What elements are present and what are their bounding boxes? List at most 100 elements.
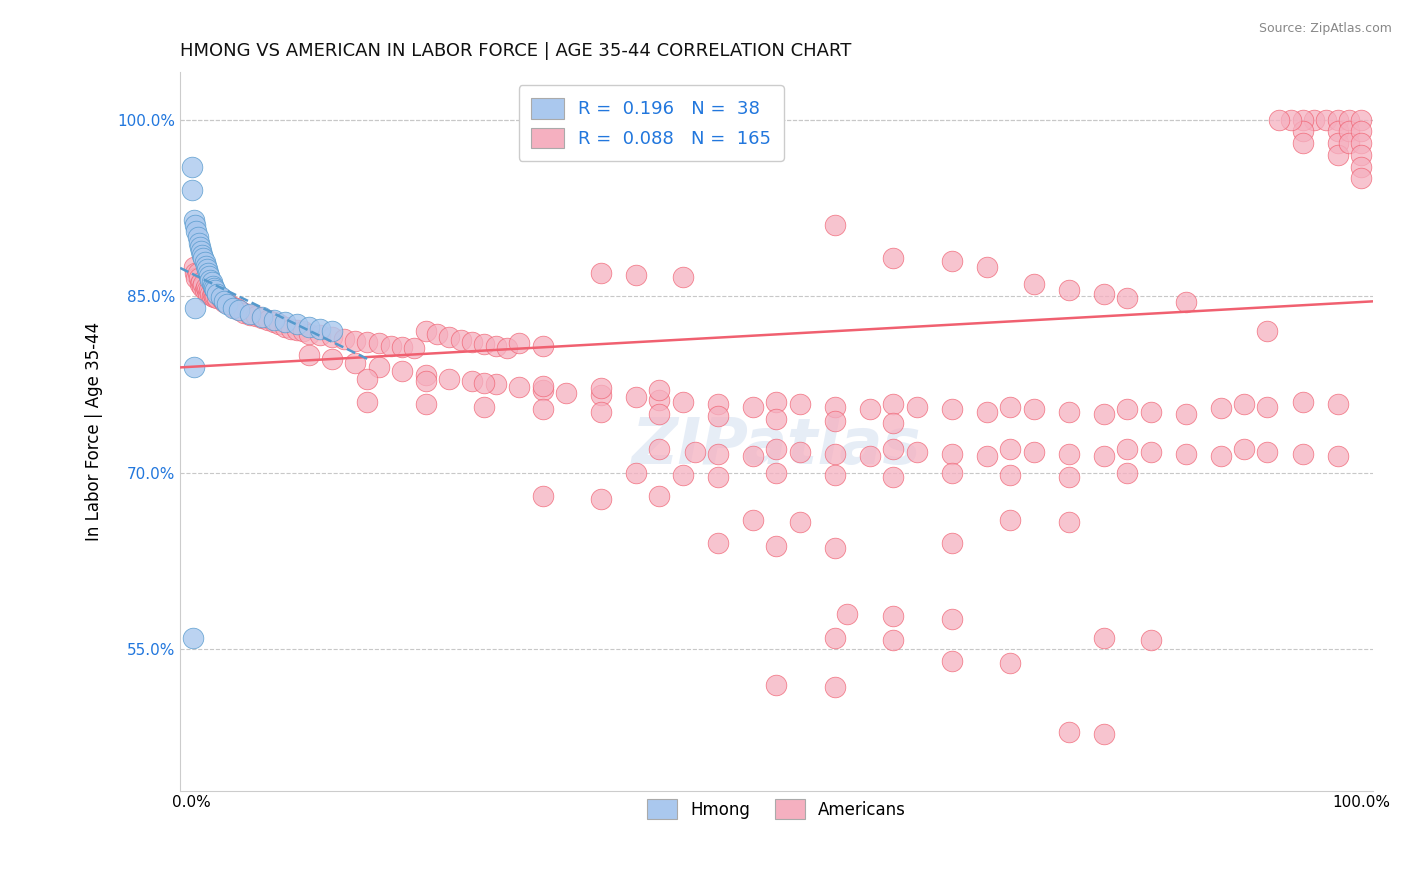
- Point: [298, 348, 321, 362]
- Point: [190, 275, 212, 289]
- Point: [1291, 447, 1313, 461]
- Point: [221, 300, 243, 314]
- Point: [824, 680, 846, 694]
- Point: [882, 470, 904, 484]
- Point: [882, 417, 904, 431]
- Point: [472, 376, 495, 391]
- Point: [624, 268, 647, 282]
- Point: [193, 252, 215, 266]
- Point: [461, 334, 484, 349]
- Point: [415, 368, 437, 382]
- Point: [274, 315, 297, 329]
- Point: [391, 364, 413, 378]
- Point: [1256, 444, 1278, 458]
- Point: [285, 323, 308, 337]
- Point: [1000, 513, 1022, 527]
- Point: [1057, 470, 1080, 484]
- Point: [184, 219, 207, 233]
- Point: [941, 402, 963, 417]
- Point: [1326, 449, 1348, 463]
- Point: [204, 283, 226, 297]
- Point: [332, 331, 354, 345]
- Point: [402, 341, 425, 355]
- Point: [298, 326, 321, 341]
- Point: [191, 248, 214, 262]
- Point: [824, 219, 846, 233]
- Point: [589, 381, 612, 395]
- Point: [1057, 283, 1080, 297]
- Point: [187, 271, 209, 285]
- Point: [624, 390, 647, 404]
- Point: [415, 374, 437, 388]
- Point: [344, 334, 367, 348]
- Point: [391, 340, 413, 354]
- Point: [905, 444, 928, 458]
- Point: [256, 312, 278, 326]
- Point: [859, 402, 882, 417]
- Point: [683, 444, 706, 458]
- Point: [941, 654, 963, 668]
- Point: [1092, 286, 1115, 301]
- Point: [321, 325, 343, 339]
- Point: [269, 318, 291, 332]
- Point: [1291, 124, 1313, 138]
- Point: [1000, 400, 1022, 414]
- Point: [1174, 295, 1197, 310]
- Point: [194, 255, 217, 269]
- Point: [789, 444, 811, 458]
- Point: [531, 489, 554, 503]
- Point: [184, 266, 207, 280]
- Point: [531, 338, 554, 352]
- Point: [1350, 112, 1372, 127]
- Point: [207, 292, 229, 306]
- Point: [180, 183, 202, 197]
- Point: [415, 325, 437, 339]
- Point: [1174, 447, 1197, 461]
- Point: [742, 400, 765, 414]
- Point: [824, 631, 846, 645]
- Point: [183, 260, 205, 274]
- Point: [367, 336, 389, 351]
- Point: [1350, 136, 1372, 150]
- Point: [180, 160, 202, 174]
- Point: [321, 351, 343, 366]
- Point: [228, 303, 250, 318]
- Point: [485, 377, 508, 392]
- Point: [1256, 325, 1278, 339]
- Point: [356, 395, 378, 409]
- Point: [508, 380, 530, 394]
- Point: [437, 371, 460, 385]
- Point: [221, 301, 243, 315]
- Point: [1339, 112, 1361, 127]
- Text: ZIPatlas: ZIPatlas: [631, 415, 921, 477]
- Point: [245, 309, 267, 323]
- Point: [197, 286, 219, 301]
- Point: [186, 224, 208, 238]
- Point: [707, 470, 730, 484]
- Point: [201, 278, 224, 293]
- Point: [648, 442, 671, 457]
- Point: [291, 325, 314, 339]
- Point: [215, 296, 238, 310]
- Point: [824, 400, 846, 414]
- Point: [344, 356, 367, 370]
- Point: [1268, 112, 1291, 127]
- Point: [215, 297, 238, 311]
- Point: [1209, 401, 1232, 415]
- Point: [1315, 112, 1337, 127]
- Point: [941, 447, 963, 461]
- Point: [1233, 397, 1256, 411]
- Point: [589, 388, 612, 402]
- Y-axis label: In Labor Force | Age 35-44: In Labor Force | Age 35-44: [86, 322, 103, 541]
- Point: [882, 442, 904, 457]
- Point: [976, 449, 998, 463]
- Point: [765, 411, 787, 425]
- Point: [1256, 400, 1278, 414]
- Point: [1326, 112, 1348, 127]
- Point: [1116, 292, 1139, 306]
- Point: [589, 404, 612, 418]
- Point: [1092, 631, 1115, 645]
- Point: [187, 236, 209, 251]
- Point: [672, 468, 695, 483]
- Point: [1057, 404, 1080, 418]
